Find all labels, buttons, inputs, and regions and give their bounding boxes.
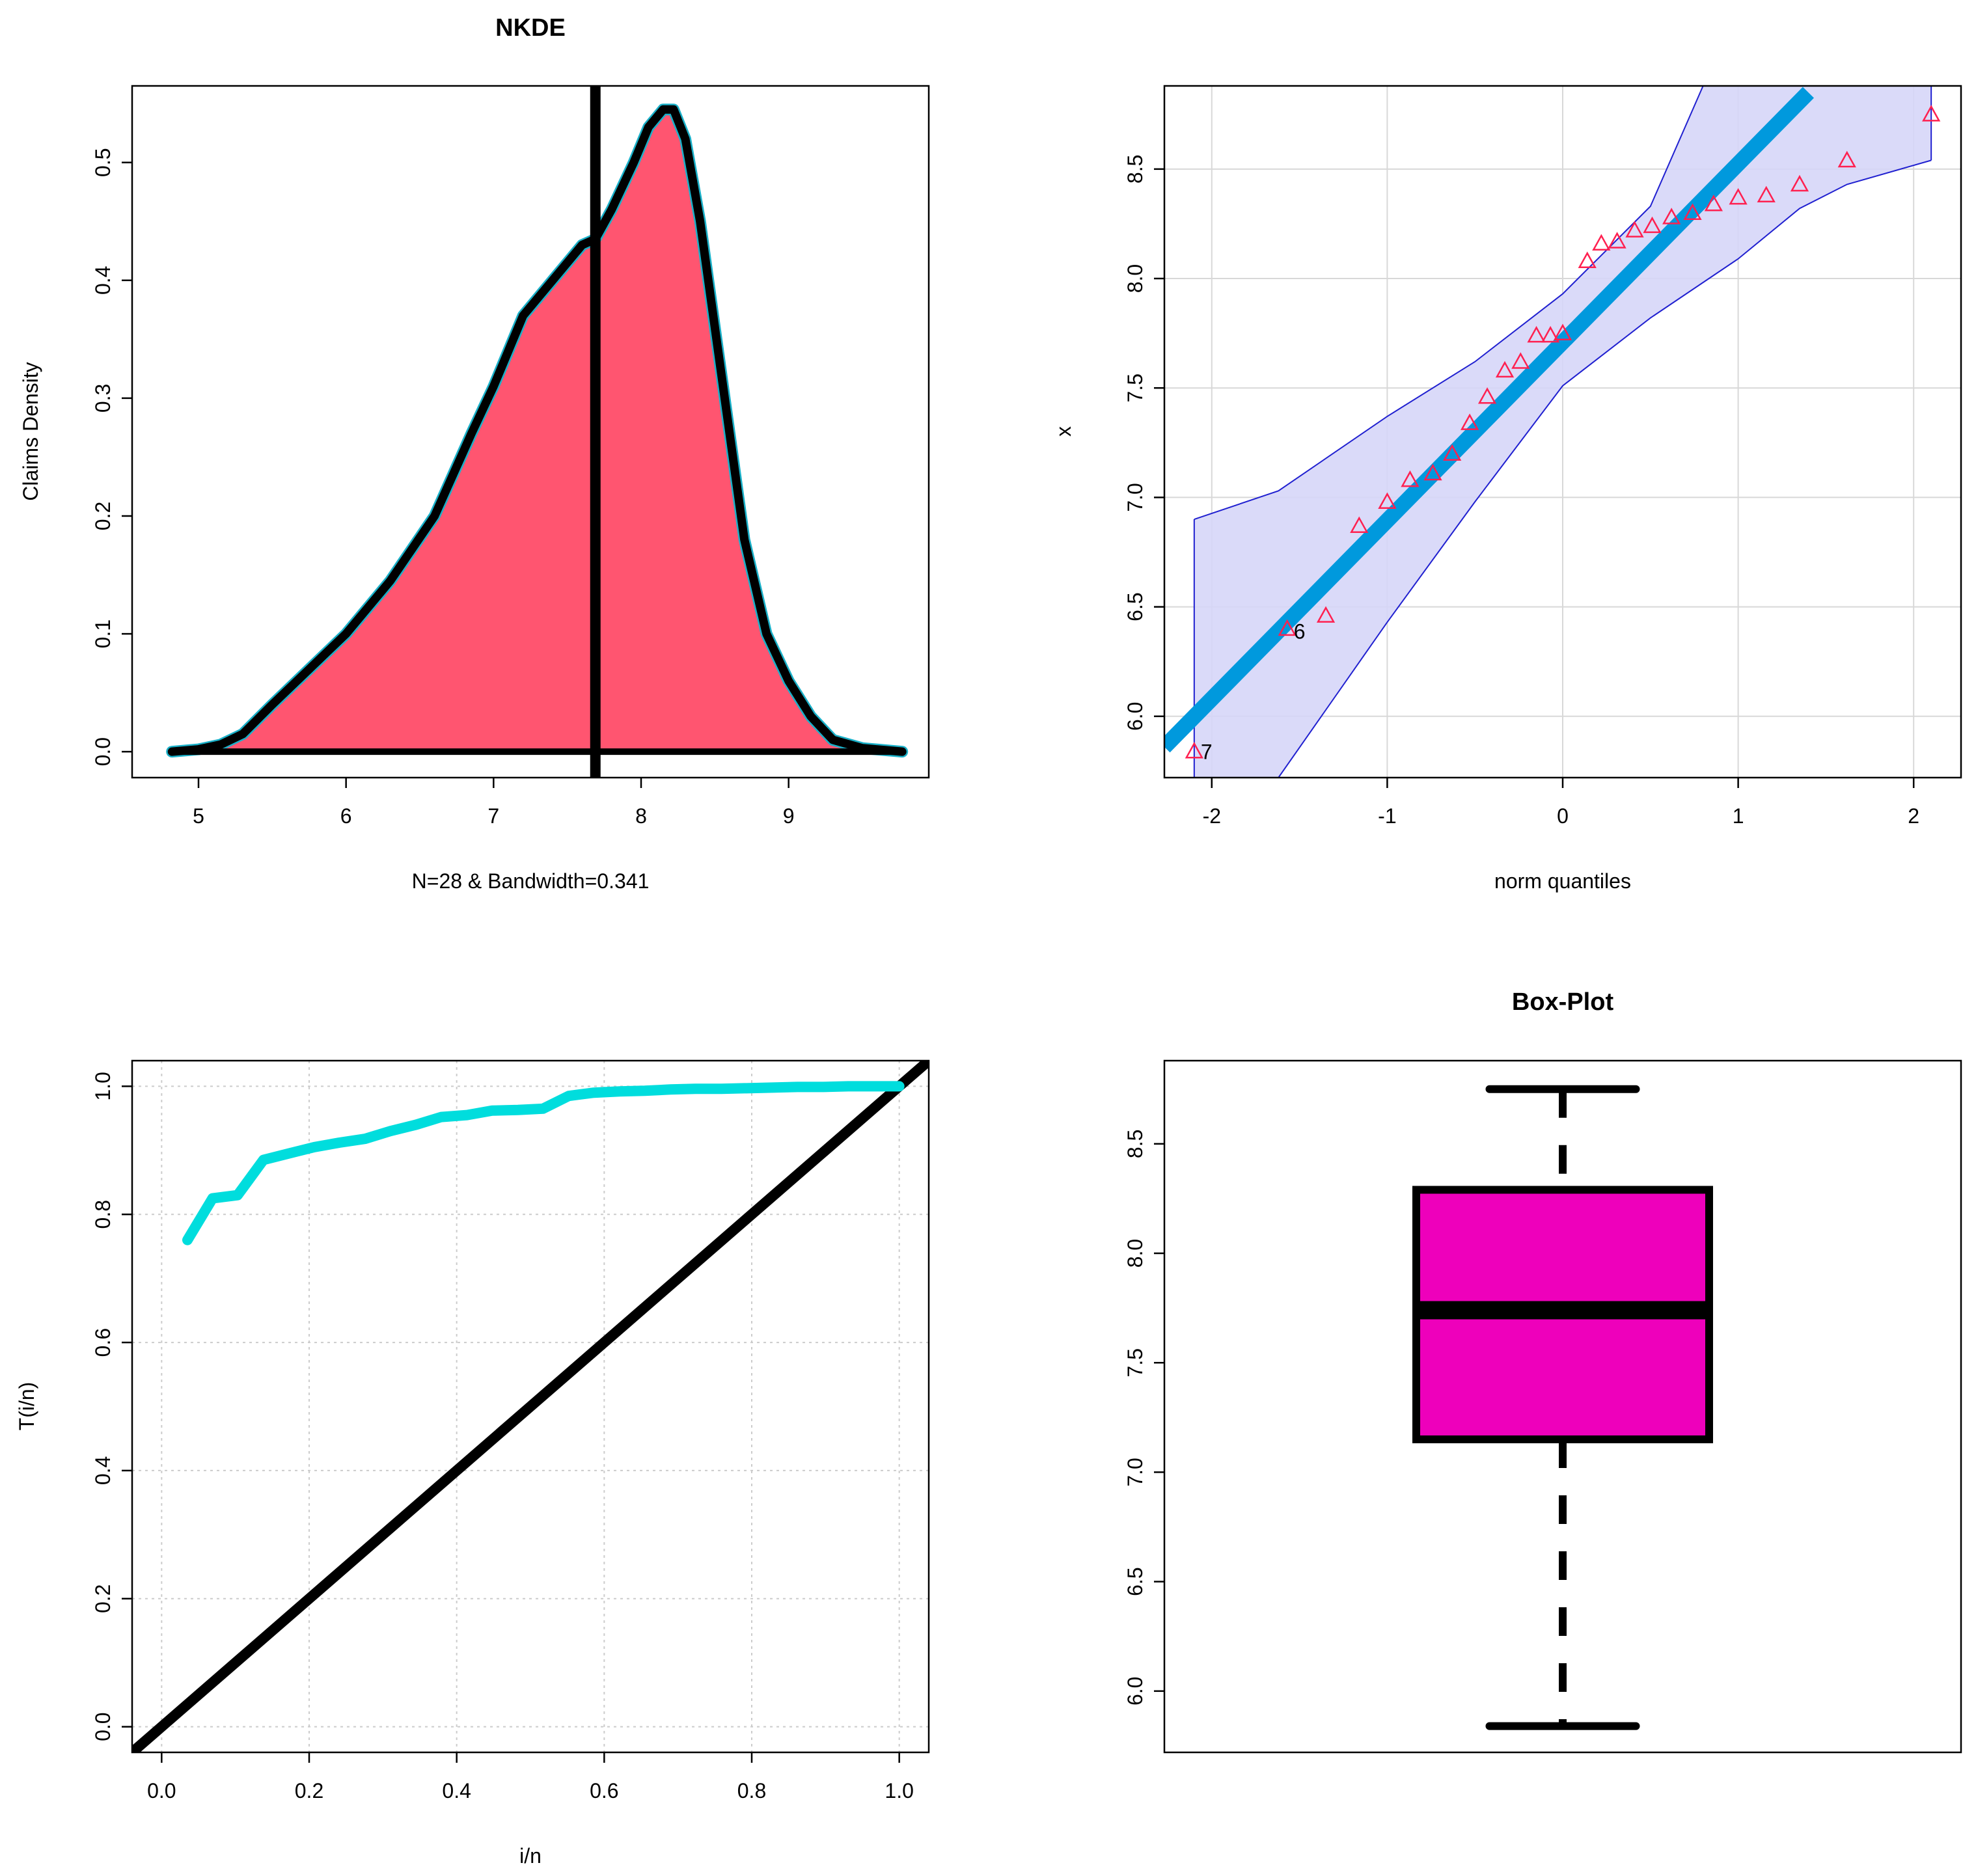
qq-point xyxy=(1592,234,1611,251)
kde-x-tick-label: 7 xyxy=(487,804,499,828)
ttt-x-tick-label: 0.0 xyxy=(147,1779,176,1802)
kde-x-tick-label: 6 xyxy=(340,804,352,828)
qq-point xyxy=(1643,216,1662,234)
kde-plot-frame xyxy=(131,85,930,779)
qq-point xyxy=(1704,195,1723,211)
qq-point xyxy=(1757,185,1776,203)
qq-x-tick-label: -2 xyxy=(1203,804,1221,828)
qq-x-tick-label: -1 xyxy=(1378,804,1396,828)
qq-point xyxy=(1185,742,1203,759)
qq-band-lower-edge xyxy=(1194,159,1932,778)
qq-y-tick-label: 6.5 xyxy=(1123,592,1147,621)
box-y-tick-label: 6.0 xyxy=(1123,1677,1147,1706)
qq-point xyxy=(1922,105,1941,122)
qq-y-tick-label: 8.5 xyxy=(1123,155,1147,184)
qq-point xyxy=(1495,360,1515,378)
ttt-x-tick-label: 0.8 xyxy=(737,1779,766,1802)
kde-y-tick-label: 0.5 xyxy=(91,148,115,176)
qq-point xyxy=(1316,606,1336,623)
qq-point xyxy=(1460,413,1479,430)
kde-x-tick-label: 8 xyxy=(635,804,647,828)
qq-point xyxy=(1423,463,1442,481)
ttt-y-label: T(i/n) xyxy=(15,1382,38,1431)
qq-point xyxy=(1378,492,1397,509)
ttt-panel: 0.0 0.2 0.4 0.6 0.8 1.0 0.0 0.2 0.4 0.6 0.8 1.0 i/n… xyxy=(15,1059,930,1868)
qq-y-tick-label: 6.0 xyxy=(1123,702,1147,731)
kde-y-tick-label: 0.0 xyxy=(91,737,115,766)
box-title: Box-Plot xyxy=(1512,988,1614,1016)
ttt-y-tick-label: 0.0 xyxy=(91,1712,115,1741)
qq-point xyxy=(1683,203,1702,220)
qq-y-tick-label: 8.0 xyxy=(1123,264,1147,293)
qq-point xyxy=(1578,251,1597,268)
kde-x-label: N=28 & Bandwidth=0.341 xyxy=(412,869,650,893)
box-y-tick-label: 7.5 xyxy=(1123,1348,1147,1377)
qq-point-label: 6 xyxy=(1294,620,1306,644)
ttt-diagonal-line xyxy=(132,1061,929,1752)
ttt-y-tick-label: 0.6 xyxy=(91,1328,115,1357)
ttt-y-tick-label: 0.4 xyxy=(91,1456,115,1485)
qq-x-tick-label: 0 xyxy=(1557,804,1569,828)
box-panel: Box-Plot 6.0 6.5 7.0 7.5 8.0 8.5 xyxy=(1123,988,1962,1754)
qq-point xyxy=(1553,323,1572,340)
kde-panel: NKDE 5 6 7 8 9 0.0 0.1 0.2 0.3 0.4 0.5 N=28 & Band… xyxy=(19,14,930,893)
box-y-tick-label: 8.0 xyxy=(1123,1239,1147,1268)
kde-y-label: Claims Density xyxy=(19,362,42,500)
qq-x-label: norm quantiles xyxy=(1494,869,1631,893)
kde-x-tick-label: 9 xyxy=(783,804,795,828)
qq-point-label: 7 xyxy=(1201,741,1213,764)
qq-point xyxy=(1350,516,1369,533)
ttt-y-tick-label: 0.2 xyxy=(91,1584,115,1613)
qq-point xyxy=(1278,619,1297,636)
qq-y-tick-label: 7.5 xyxy=(1123,374,1147,402)
box-plot-frame xyxy=(1163,1059,1962,1754)
qq-point xyxy=(1511,352,1530,369)
kde-density-area xyxy=(172,109,903,752)
qq-reference-line xyxy=(1164,87,1814,753)
kde-y-tick-label: 0.1 xyxy=(91,619,115,648)
kde-y-tick-label: 0.2 xyxy=(91,502,115,530)
ttt-y-tick-label: 1.0 xyxy=(91,1072,115,1100)
qq-point xyxy=(1541,325,1560,343)
box-y-tick-label: 8.5 xyxy=(1123,1130,1147,1158)
qq-point xyxy=(1625,221,1644,238)
ttt-x-label: i/n xyxy=(519,1844,542,1868)
box-y-tick-label: 7.0 xyxy=(1123,1458,1147,1486)
qq-y-label: x xyxy=(1052,426,1075,437)
ttt-x-tick-label: 0.2 xyxy=(295,1779,323,1802)
ttt-plot-frame xyxy=(131,1059,930,1754)
qq-x-tick-label: 2 xyxy=(1908,804,1919,828)
box-y-tick-label: 6.5 xyxy=(1123,1567,1147,1596)
qq-point xyxy=(1443,444,1462,461)
ttt-curve xyxy=(182,1081,905,1245)
qq-point xyxy=(1790,174,1809,192)
qq-y-tick-label: 7.0 xyxy=(1123,483,1147,511)
kde-y-tick-label: 0.4 xyxy=(91,266,115,295)
qq-point xyxy=(1477,387,1497,404)
kde-title: NKDE xyxy=(495,14,566,42)
qq-point xyxy=(1527,325,1546,343)
qq-point xyxy=(1837,150,1856,168)
kde-density-curve xyxy=(167,105,907,756)
ttt-x-tick-label: 1.0 xyxy=(885,1779,913,1802)
ttt-x-tick-label: 0.4 xyxy=(442,1779,471,1802)
qq-panel: 7 6 -2 -1 0 1 2 6.0 6.5 7.0 7.5 8.0 8.5 norm quanti… xyxy=(1052,85,1962,893)
ttt-x-tick-label: 0.6 xyxy=(590,1779,618,1802)
qq-point xyxy=(1662,208,1681,224)
qq-confidence-band xyxy=(1194,86,1932,778)
qq-x-tick-label: 1 xyxy=(1733,804,1744,828)
qq-point xyxy=(1729,187,1748,205)
qq-point xyxy=(1608,232,1626,249)
ttt-y-tick-label: 0.8 xyxy=(91,1200,115,1229)
qq-point xyxy=(1401,470,1420,487)
kde-x-tick-label: 5 xyxy=(193,804,204,828)
kde-y-tick-label: 0.3 xyxy=(91,384,115,413)
